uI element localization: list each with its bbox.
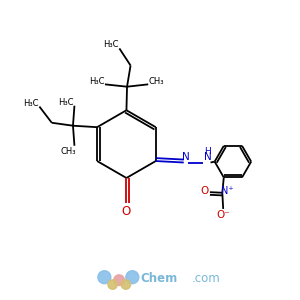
Text: O: O — [122, 205, 131, 218]
Text: H: H — [204, 147, 211, 156]
Text: N: N — [204, 152, 212, 162]
Text: O: O — [200, 186, 208, 196]
Text: H₃C: H₃C — [23, 98, 39, 107]
Text: H₃C: H₃C — [89, 77, 104, 86]
Circle shape — [114, 275, 124, 285]
Circle shape — [108, 280, 117, 289]
Circle shape — [121, 280, 130, 289]
Text: H₃C: H₃C — [103, 40, 119, 50]
Text: O⁻: O⁻ — [216, 210, 230, 220]
Circle shape — [98, 271, 111, 284]
Text: H₃C: H₃C — [58, 98, 74, 107]
Text: CH₃: CH₃ — [149, 77, 164, 86]
Text: N⁺: N⁺ — [221, 186, 234, 196]
Text: Chem: Chem — [141, 272, 178, 286]
Text: N: N — [182, 152, 190, 162]
Circle shape — [126, 271, 139, 284]
Text: .com: .com — [192, 272, 221, 286]
Text: CH₃: CH₃ — [60, 146, 76, 155]
